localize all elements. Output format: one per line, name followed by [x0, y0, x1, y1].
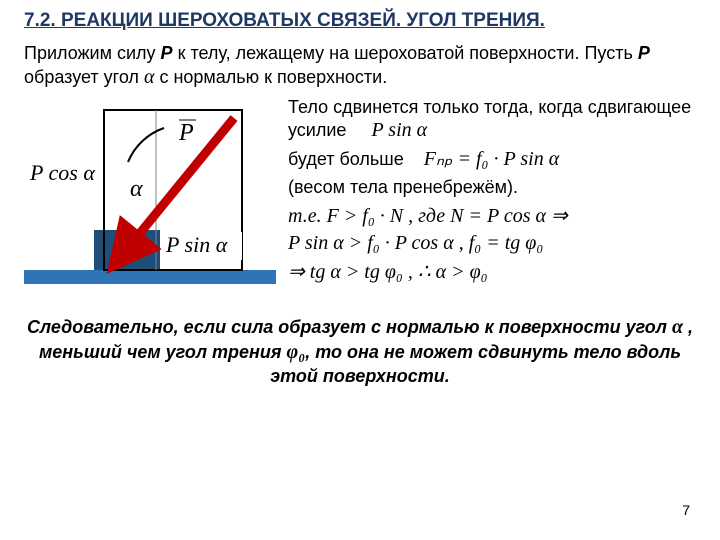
- cond-line1-text: Тело сдвинется только тогда, когда сдвиг…: [288, 97, 691, 141]
- symbol-alpha: α: [144, 66, 155, 88]
- symbol-P1: P: [161, 43, 173, 63]
- section-heading: 7.2. РЕАКЦИИ ШЕРОХОВАТЫХ СВЯЗЕЙ. УГОЛ ТР…: [24, 10, 696, 32]
- conclusion-c: , то она не может сдвинуть тело вдоль эт…: [270, 342, 681, 386]
- cond-line2: будет больше Fₙₚ = f₀ · P sin α: [288, 147, 696, 172]
- label-psin: P sin α: [165, 232, 228, 257]
- conclusion: Следовательно, если сила образует с норм…: [24, 315, 696, 388]
- intro-paragraph: Приложим силу P к телу, лежащему на шеро…: [24, 42, 696, 90]
- math-line1: т.е. F > f₀ · N , где N = P cos α ⇒: [288, 203, 696, 228]
- label-pvec: P: [178, 120, 194, 146]
- formula-fnp: Fₙₚ = f₀ · P sin α: [424, 148, 559, 170]
- angle-arc: [128, 128, 164, 162]
- surface-bar: [24, 270, 276, 284]
- page-number: 7: [682, 502, 690, 518]
- cond-line3: (весом тела пренебрежём).: [288, 176, 696, 199]
- cond-line1: Тело сдвинется только тогда, когда сдвиг…: [288, 96, 696, 144]
- intro-text-d: с нормалью к поверхности.: [154, 67, 387, 87]
- symbol-P2: P: [638, 43, 650, 63]
- conclusion-alpha: α: [672, 316, 683, 338]
- conclusion-a: Следовательно, если сила образует с норм…: [27, 317, 672, 337]
- intro-text-c: образует угол: [24, 67, 144, 87]
- formula-psin: P sin α: [371, 119, 427, 141]
- label-pcos: P cos α: [29, 160, 95, 185]
- math-line2: P sin α > f₀ · P cos α , f₀ = tg φ₀: [288, 232, 696, 255]
- label-alpha: α: [130, 176, 143, 202]
- math-line3: ⇒ tg α > tg φ₀ , ∴ α > φ₀: [288, 259, 696, 284]
- cond-line2-text: будет больше: [288, 149, 404, 169]
- intro-text-b: к телу, лежащему на шероховатой поверхно…: [173, 43, 638, 63]
- diagram: P cos α P α P sin α: [24, 96, 278, 307]
- intro-text-a: Приложим силу: [24, 43, 161, 63]
- conclusion-phi0: φ₀: [287, 341, 306, 363]
